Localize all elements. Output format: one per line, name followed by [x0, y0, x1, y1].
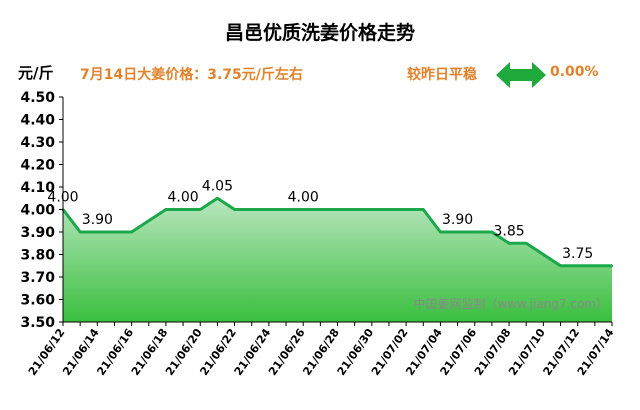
y-tick-label: 4.10: [20, 180, 55, 196]
data-point: [422, 208, 425, 211]
data-point: [79, 230, 82, 234]
data-point: [199, 208, 202, 211]
data-label: 4.00: [47, 190, 78, 206]
change-value: 0.00%: [550, 64, 599, 80]
y-tick-label: 4.20: [20, 158, 55, 174]
y-tick-label: 3.90: [20, 225, 55, 241]
data-point: [542, 253, 545, 256]
double-arrow-icon: [496, 62, 546, 88]
y-tick-label: 3.70: [20, 270, 55, 286]
data-label: 3.75: [562, 246, 593, 262]
y-tick-label: 4.30: [20, 135, 55, 151]
label-layer: 4.003.904.004.054.003.903.853.75: [47, 178, 593, 262]
data-label: 3.90: [442, 212, 473, 228]
data-label: 4.05: [202, 178, 233, 194]
y-axis-unit: 元/斤: [18, 64, 54, 82]
data-label: 4.00: [288, 190, 319, 206]
data-point: [439, 230, 442, 234]
data-point: [490, 230, 494, 234]
data-point: [216, 197, 219, 200]
data-point: [233, 208, 236, 211]
y-tick-label: 3.60: [20, 293, 55, 309]
data-point: [130, 230, 133, 234]
chart-title: 昌邑优质洗姜价格走势: [224, 22, 415, 44]
y-tick-label: 4.00: [20, 203, 55, 219]
y-tick-label: 3.80: [20, 248, 55, 264]
data-label: 3.90: [82, 212, 113, 228]
area-fill: [63, 198, 612, 322]
y-tick-label: 3.50: [20, 315, 55, 331]
y-tick-label: 4.40: [20, 113, 55, 129]
compare-label: 较昨日平稳: [407, 67, 477, 83]
area-layer: [61, 196, 614, 322]
data-point: [164, 208, 168, 211]
data-label: 3.85: [493, 223, 524, 239]
data-point: [113, 230, 116, 234]
data-point: [507, 242, 511, 245]
price-headline: 7月14日大姜价格：3.75元/斤左右: [80, 67, 303, 83]
data-label: 4.00: [168, 190, 199, 206]
data-point: [559, 264, 562, 267]
watermark: 中国姜网监制（www.jiang7.com）: [414, 296, 608, 311]
data-point: [525, 242, 528, 245]
y-tick-label: 4.50: [20, 90, 55, 106]
data-point: [473, 230, 476, 234]
data-point: [610, 264, 614, 267]
